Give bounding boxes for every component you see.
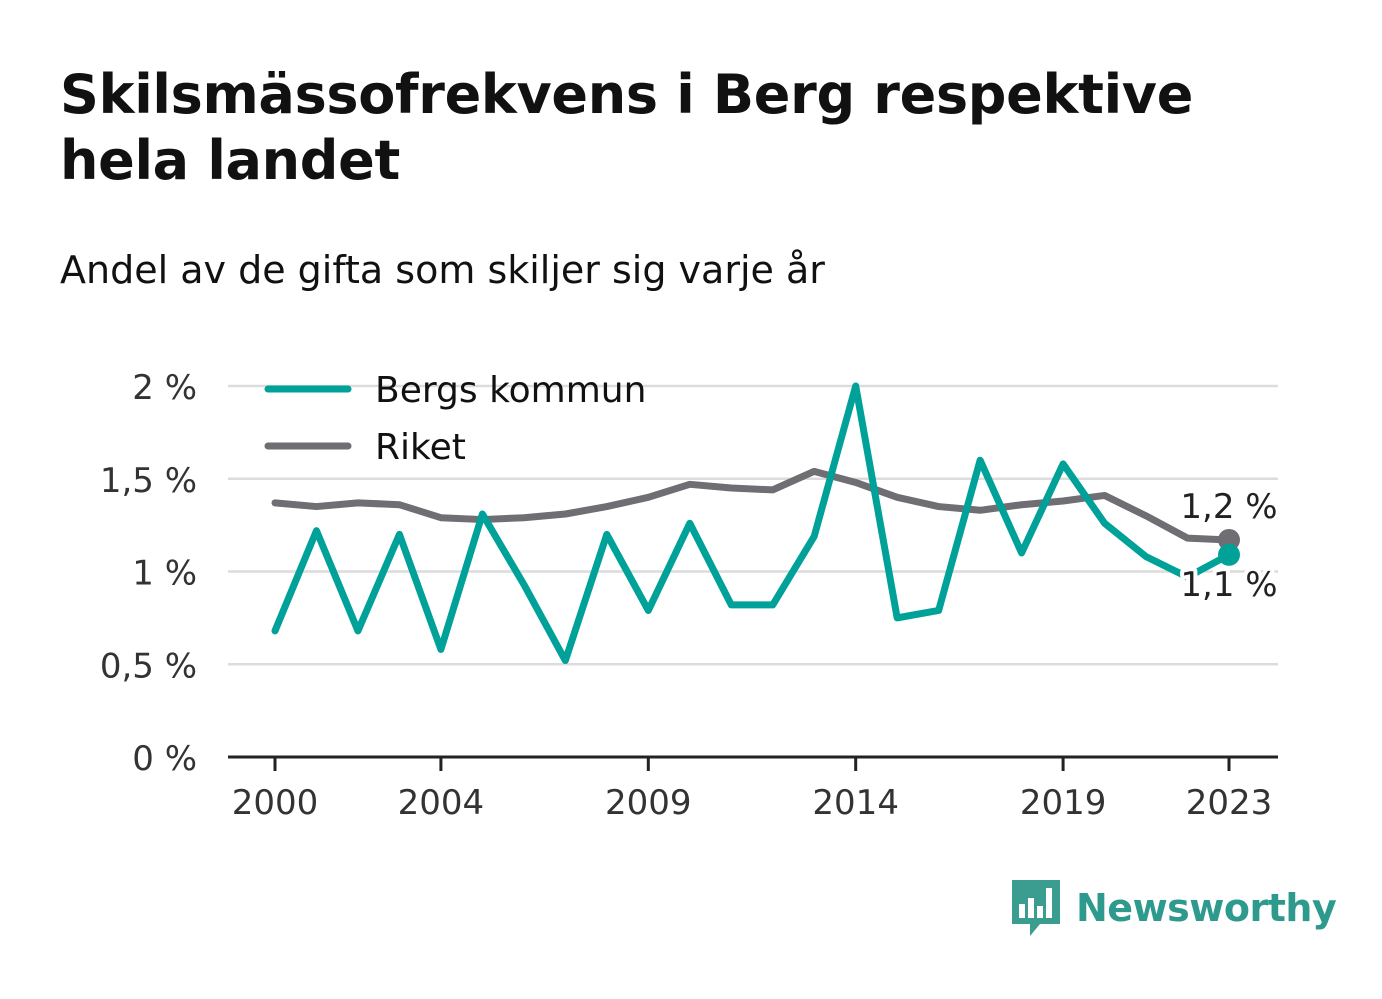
chart-title: Skilsmässofrekvens i Berg respektive hel… <box>60 63 1194 192</box>
end-label-riket: 1,2 % <box>1180 487 1277 527</box>
brand-name: Newsworthy <box>1076 886 1337 930</box>
series-lines <box>271 382 1240 665</box>
x-tick-label: 2014 <box>812 783 899 823</box>
end-labels: 1,1 % 1,2 % <box>1176 483 1281 609</box>
x-axis: 2000 2004 2009 2014 2019 2023 <box>228 755 1278 823</box>
series-line-bergs-kommun <box>271 382 1233 665</box>
y-tick-label: 0,5 % <box>100 646 197 686</box>
newsworthy-logo: Newsworthy <box>1010 876 1337 940</box>
end-label-bergs-kommun: 1,1 % <box>1180 565 1277 605</box>
x-tick-label: 2019 <box>1020 783 1107 823</box>
grid-lines <box>228 384 1278 666</box>
y-tick-label: 1,5 % <box>100 461 197 501</box>
newsworthy-logo-icon <box>1012 880 1060 936</box>
y-tick-label: 0 % <box>132 739 197 779</box>
legend-label-riket: Riket <box>375 427 466 468</box>
chart-subtitle: Andel av de gifta som skiljer sig varje … <box>60 248 825 292</box>
legend-label-bergs-kommun: Bergs kommun <box>375 370 646 411</box>
y-axis-ticks: 0 % 0,5 % 1 % 1,5 % 2 % <box>100 368 197 779</box>
x-tick-label: 2023 <box>1186 783 1273 823</box>
x-tick-label: 2004 <box>398 783 485 823</box>
y-tick-label: 2 % <box>132 368 197 408</box>
y-tick-label: 1 % <box>132 554 197 594</box>
legend: Bergs kommun Riket <box>264 370 646 468</box>
series-line-riket <box>271 467 1233 544</box>
x-tick-label: 2000 <box>232 783 319 823</box>
series-end-point-bergs-kommun <box>1218 543 1240 566</box>
x-tick-label: 2009 <box>605 783 692 823</box>
